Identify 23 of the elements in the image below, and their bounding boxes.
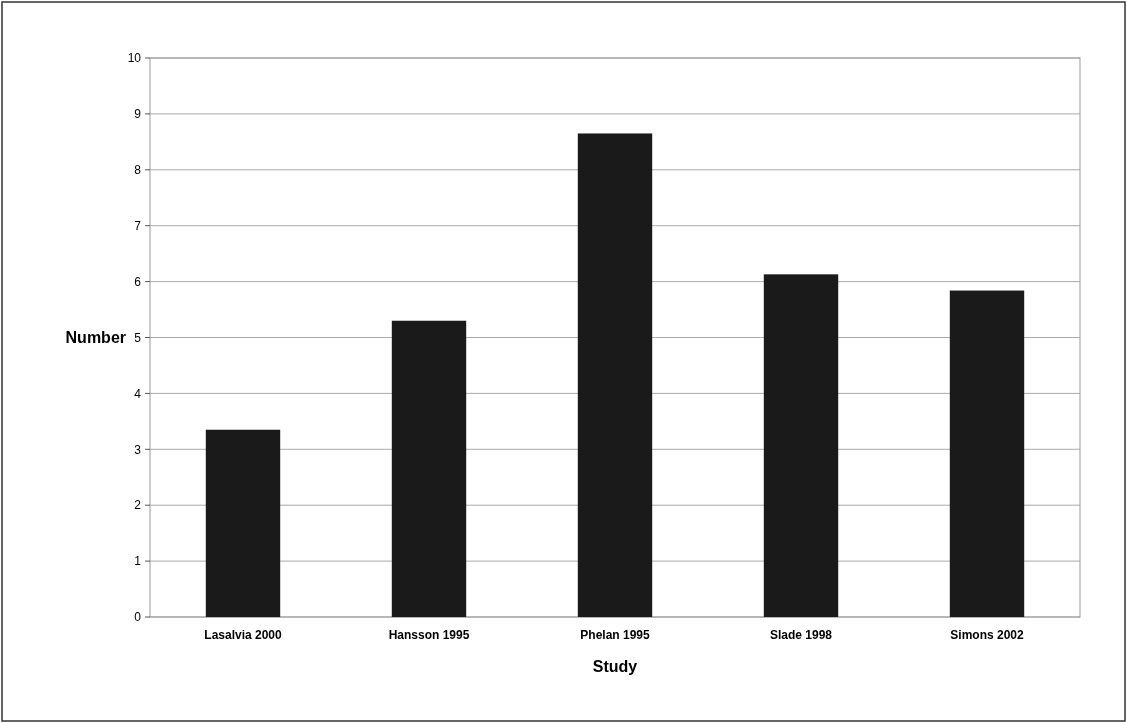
x-tick-label: Simons 2002: [950, 628, 1025, 642]
bar: [763, 274, 839, 617]
y-tick-label: 4: [134, 386, 142, 401]
y-tick-label: 2: [134, 498, 142, 513]
y-tick-label: 5: [134, 330, 142, 345]
bar: [391, 320, 467, 617]
bar: [205, 429, 281, 617]
x-tick-label: Slade 1998: [769, 628, 833, 642]
y-tick-label: 6: [134, 274, 142, 289]
y-tick-label: 3: [134, 442, 142, 457]
y-tick-label: 0: [134, 610, 142, 625]
y-tick-label: 9: [134, 107, 142, 122]
x-tick-label: Phelan 1995: [580, 628, 651, 642]
y-tick-label: 1: [134, 554, 142, 569]
x-tick-label: Hansson 1995: [388, 628, 470, 642]
x-tick-label: Lasalvia 2000: [204, 628, 283, 642]
y-tick-label: 10: [127, 51, 142, 66]
bar: [577, 133, 653, 617]
y-tick-label: 8: [134, 163, 142, 177]
x-axis-title: Study: [592, 658, 638, 675]
y-axis-title: Number: [65, 329, 126, 347]
bar: [949, 290, 1025, 617]
y-tick-label: 7: [134, 218, 142, 233]
